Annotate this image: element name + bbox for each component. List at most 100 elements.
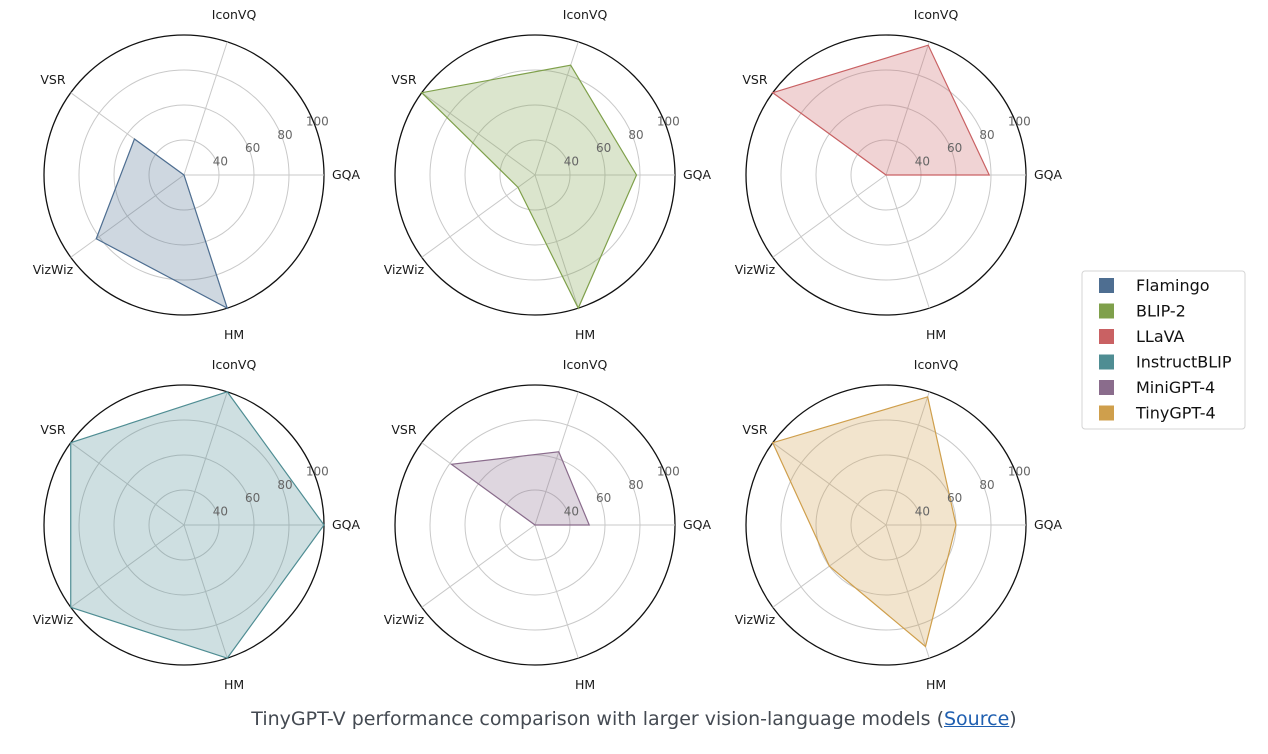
axis-label: GQA <box>683 167 712 182</box>
radar-spoke <box>772 442 887 526</box>
axis-label: GQA <box>683 517 712 532</box>
legend-entry: LLaVA <box>1136 327 1185 346</box>
axis-label: VSR <box>40 422 65 437</box>
radial-tick-label: 40 <box>915 155 930 169</box>
radial-tick-label: 60 <box>245 491 260 505</box>
legend-entry: Flamingo <box>1136 276 1210 295</box>
radar-spoke <box>183 524 228 659</box>
axis-label: IconVQ <box>212 7 257 22</box>
radial-tick-label: 60 <box>947 491 962 505</box>
radial-tick-label: 40 <box>564 155 579 169</box>
axis-label: VSR <box>391 72 416 87</box>
axis-label: HM <box>575 327 595 342</box>
legend-swatch <box>1099 405 1114 421</box>
radar-spoke <box>534 174 579 309</box>
axis-label: HM <box>224 677 244 692</box>
legend-entry: BLIP-2 <box>1136 302 1186 321</box>
radar-series-area <box>70 391 325 659</box>
legend-entry: TinyGPT-4 <box>1135 404 1216 423</box>
axis-label: GQA <box>1034 167 1063 182</box>
radar-spoke <box>183 391 228 526</box>
radial-tick-label: 80 <box>979 478 994 492</box>
radial-tick-label: 100 <box>657 464 680 478</box>
legend-swatch <box>1099 303 1114 319</box>
legend-swatch <box>1099 354 1114 370</box>
axis-label: IconVQ <box>212 357 257 372</box>
radar-spoke <box>70 174 185 258</box>
radial-tick-label: 40 <box>915 505 930 519</box>
legend: Flamingo BLIP-2 LLaVA InstructBLIP MiniGPT-4… <box>1081 270 1246 430</box>
radar-series-area <box>420 64 638 310</box>
radial-tick-label: 60 <box>596 141 611 155</box>
radial-tick-label: 60 <box>245 141 260 155</box>
axis-label: GQA <box>1034 517 1063 532</box>
radial-tick-label: 80 <box>628 478 643 492</box>
radar-spoke <box>885 524 930 659</box>
radar-panel-llava: 40 60 80 100 GQA IconVQ VSR VizWiz HM <box>735 7 1063 342</box>
axis-label: VizWiz <box>33 612 74 627</box>
axis-label: IconVQ <box>914 7 959 22</box>
radial-tick-label: 100 <box>1008 114 1031 128</box>
radar-spoke <box>534 524 579 659</box>
axis-label: VizWiz <box>33 262 74 277</box>
radar-panel-minigpt-4: 40 60 80 100 GQA IconVQ VSR VizWiz HM <box>384 357 712 692</box>
radar-series-area <box>95 138 229 310</box>
radar-spoke <box>772 174 887 258</box>
radar-panel-instructblip: 40 60 80 100 GQA IconVQ VSR VizWiz HM <box>33 357 361 692</box>
axis-label: VizWiz <box>735 262 776 277</box>
radar-spoke <box>885 391 930 526</box>
radar-panel-tinygpt-4: 40 60 80 100 GQA IconVQ VSR VizWiz HM <box>735 357 1063 692</box>
axis-label: HM <box>926 677 946 692</box>
radar-spoke <box>421 524 536 608</box>
radar-spoke <box>885 41 930 176</box>
radar-spoke <box>885 174 930 309</box>
legend-swatch <box>1099 278 1114 293</box>
radar-spoke <box>534 41 579 176</box>
axis-label: GQA <box>332 167 361 182</box>
axis-label: VSR <box>391 422 416 437</box>
axis-label: VSR <box>742 422 767 437</box>
axis-label: HM <box>926 327 946 342</box>
figure-caption: TinyGPT-V performance comparison with la… <box>0 708 1268 730</box>
legend-swatch <box>1099 329 1114 344</box>
legend-entry: InstructBLIP <box>1136 353 1232 372</box>
caption-suffix: ) <box>1009 708 1017 730</box>
radial-tick-label: 100 <box>1008 464 1031 478</box>
radar-spoke <box>534 391 579 526</box>
radial-tick-label: 80 <box>979 128 994 142</box>
radar-spoke <box>70 524 185 608</box>
radar-series-area <box>771 44 991 176</box>
caption-text: TinyGPT-V performance comparison with la… <box>251 708 944 730</box>
radar-series-area <box>771 396 957 648</box>
source-link[interactable]: Source <box>944 708 1010 730</box>
axis-label: VizWiz <box>384 262 425 277</box>
legend-entry: MiniGPT-4 <box>1136 378 1215 397</box>
axis-label: HM <box>575 677 595 692</box>
axis-label: IconVQ <box>914 357 959 372</box>
axis-label: VizWiz <box>735 612 776 627</box>
radar-chart-figure: 40 60 80 100 GQA IconVQ VSR VizWiz HM 40 60 80 100 GQ… <box>33 7 1246 692</box>
radar-panel-blip-2: 40 60 80 100 GQA IconVQ VSR VizWiz HM <box>384 7 712 342</box>
legend-swatch <box>1099 380 1114 395</box>
axis-label: GQA <box>332 517 361 532</box>
radial-tick-label: 100 <box>657 114 680 128</box>
radial-tick-label: 60 <box>596 491 611 505</box>
radial-tick-label: 100 <box>306 464 329 478</box>
radar-series-area <box>449 451 591 526</box>
radial-tick-label: 40 <box>213 155 228 169</box>
radial-tick-label: 100 <box>306 114 329 128</box>
radial-tick-label: 40 <box>564 505 579 519</box>
radial-tick-label: 40 <box>213 505 228 519</box>
radar-spoke <box>183 41 228 176</box>
radial-tick-label: 80 <box>277 128 292 142</box>
axis-label: VSR <box>40 72 65 87</box>
radar-spoke <box>421 174 536 258</box>
axis-label: VizWiz <box>384 612 425 627</box>
radial-tick-label: 80 <box>277 478 292 492</box>
radar-spoke <box>70 442 185 526</box>
radar-spoke <box>421 92 536 176</box>
radial-tick-label: 80 <box>628 128 643 142</box>
radar-panel-flamingo: 40 60 80 100 GQA IconVQ VSR VizWiz HM <box>33 7 361 342</box>
axis-label: IconVQ <box>563 7 608 22</box>
axis-label: IconVQ <box>563 357 608 372</box>
